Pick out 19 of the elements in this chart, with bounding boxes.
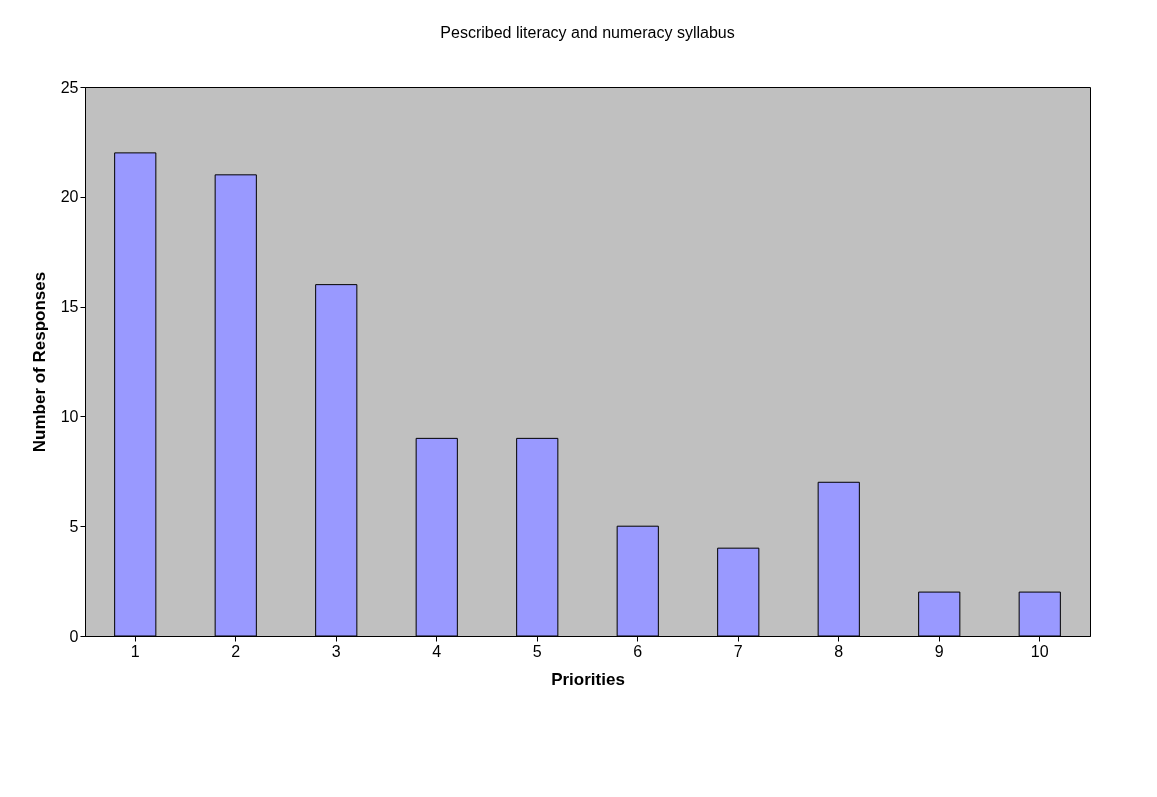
y-axis-title: Number of Responses <box>29 271 49 453</box>
x-tick-label: 2 <box>231 642 241 660</box>
x-tick-label: 4 <box>432 642 442 660</box>
y-tick-label: 0 <box>69 627 79 645</box>
x-tick-label: 9 <box>934 642 944 660</box>
y-tick-label: 15 <box>60 298 79 316</box>
x-tick-label: 8 <box>834 642 844 660</box>
chart-title: Pescribed literacy and numeracy syllabus <box>440 24 735 41</box>
y-tick-label: 5 <box>69 517 79 535</box>
x-tick-label: 3 <box>331 642 341 660</box>
y-tick-label: 25 <box>60 78 79 96</box>
y-tick-label: 10 <box>60 407 79 425</box>
x-tick-label: 10 <box>1030 642 1049 660</box>
x-tick-label: 6 <box>633 642 643 660</box>
x-axis-title: Priorities <box>551 669 625 689</box>
x-tick-label: 1 <box>130 642 140 660</box>
x-tick-label: 7 <box>733 642 743 660</box>
x-tick-label: 5 <box>532 642 542 660</box>
y-tick-label: 20 <box>60 188 79 206</box>
